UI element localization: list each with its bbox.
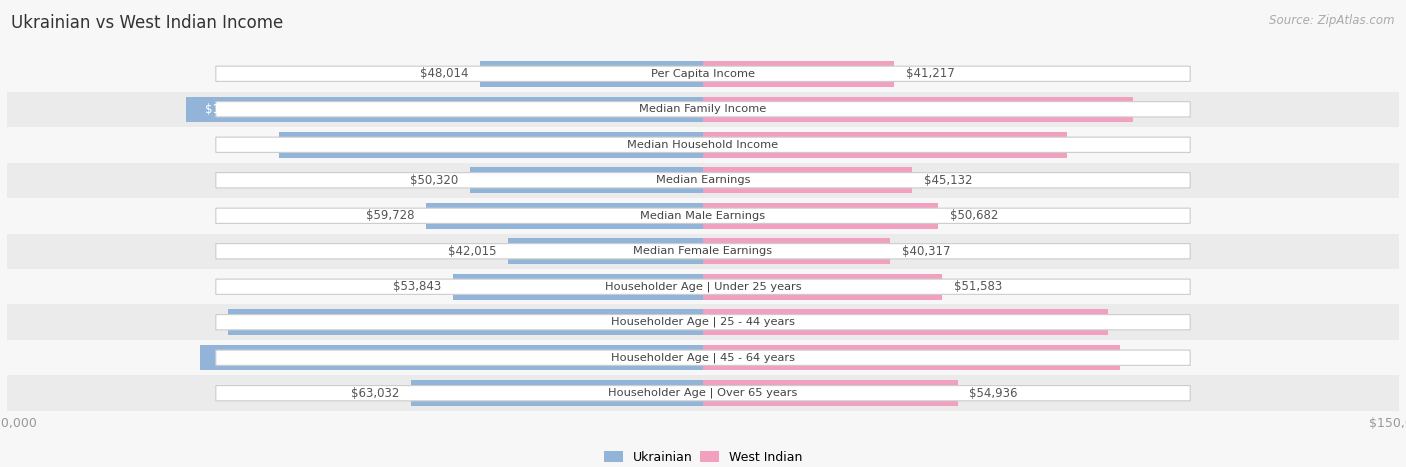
- FancyBboxPatch shape: [215, 208, 1191, 223]
- Bar: [278, 132, 703, 157]
- Text: Householder Age | 25 - 44 years: Householder Age | 25 - 44 years: [612, 317, 794, 327]
- Bar: [7, 269, 1399, 304]
- Text: $59,728: $59,728: [366, 209, 415, 222]
- Text: $41,217: $41,217: [905, 67, 955, 80]
- Text: $50,682: $50,682: [950, 209, 998, 222]
- Bar: [7, 198, 1399, 234]
- FancyBboxPatch shape: [215, 279, 1191, 294]
- Text: $87,205: $87,205: [1040, 316, 1090, 329]
- Text: $89,906: $89,906: [1053, 351, 1101, 364]
- Text: Median Earnings: Median Earnings: [655, 175, 751, 185]
- Bar: [7, 340, 1399, 375]
- FancyBboxPatch shape: [215, 137, 1191, 152]
- Text: $45,132: $45,132: [924, 174, 973, 187]
- Bar: [7, 127, 1399, 163]
- Text: Householder Age | 45 - 64 years: Householder Age | 45 - 64 years: [612, 353, 794, 363]
- Bar: [703, 203, 938, 228]
- Bar: [703, 97, 1133, 122]
- Bar: [7, 234, 1399, 269]
- Bar: [470, 168, 703, 193]
- Text: Median Female Earnings: Median Female Earnings: [634, 246, 772, 256]
- Text: Per Capita Income: Per Capita Income: [651, 69, 755, 79]
- Bar: [200, 345, 703, 370]
- Bar: [7, 304, 1399, 340]
- FancyBboxPatch shape: [215, 350, 1191, 365]
- Bar: [508, 239, 703, 264]
- Text: Median Family Income: Median Family Income: [640, 104, 766, 114]
- FancyBboxPatch shape: [215, 102, 1191, 117]
- Text: Median Household Income: Median Household Income: [627, 140, 779, 150]
- Text: $78,455: $78,455: [1000, 138, 1049, 151]
- Bar: [703, 168, 912, 193]
- Text: Ukrainian vs West Indian Income: Ukrainian vs West Indian Income: [11, 14, 284, 32]
- Bar: [228, 310, 703, 335]
- Bar: [411, 381, 703, 406]
- Text: $48,014: $48,014: [420, 67, 468, 80]
- Bar: [703, 345, 1121, 370]
- Bar: [703, 132, 1067, 157]
- Text: Source: ZipAtlas.com: Source: ZipAtlas.com: [1270, 14, 1395, 27]
- Bar: [703, 61, 894, 86]
- Bar: [7, 92, 1399, 127]
- Bar: [703, 381, 957, 406]
- Text: $50,320: $50,320: [409, 174, 458, 187]
- Legend: Ukrainian, West Indian: Ukrainian, West Indian: [599, 446, 807, 467]
- Text: $91,456: $91,456: [297, 138, 346, 151]
- FancyBboxPatch shape: [215, 66, 1191, 81]
- Text: Householder Age | Under 25 years: Householder Age | Under 25 years: [605, 282, 801, 292]
- Bar: [7, 375, 1399, 411]
- Bar: [453, 274, 703, 299]
- Bar: [703, 274, 942, 299]
- Text: $40,317: $40,317: [901, 245, 950, 258]
- Text: $92,765: $92,765: [1066, 103, 1115, 116]
- Text: $51,583: $51,583: [953, 280, 1002, 293]
- Bar: [186, 97, 703, 122]
- Bar: [703, 310, 1108, 335]
- FancyBboxPatch shape: [215, 315, 1191, 330]
- Text: Median Male Earnings: Median Male Earnings: [641, 211, 765, 221]
- FancyBboxPatch shape: [215, 386, 1191, 401]
- Text: $102,451: $102,451: [246, 316, 302, 329]
- Bar: [7, 56, 1399, 92]
- Text: $54,936: $54,936: [970, 387, 1018, 400]
- FancyBboxPatch shape: [215, 173, 1191, 188]
- Text: $53,843: $53,843: [394, 280, 441, 293]
- Text: $111,368: $111,368: [205, 103, 262, 116]
- Bar: [703, 239, 890, 264]
- Bar: [7, 163, 1399, 198]
- Text: $42,015: $42,015: [449, 245, 496, 258]
- Bar: [481, 61, 703, 86]
- Bar: [426, 203, 703, 228]
- Text: $108,475: $108,475: [218, 351, 274, 364]
- Text: $63,032: $63,032: [350, 387, 399, 400]
- Text: Householder Age | Over 65 years: Householder Age | Over 65 years: [609, 388, 797, 398]
- FancyBboxPatch shape: [215, 244, 1191, 259]
